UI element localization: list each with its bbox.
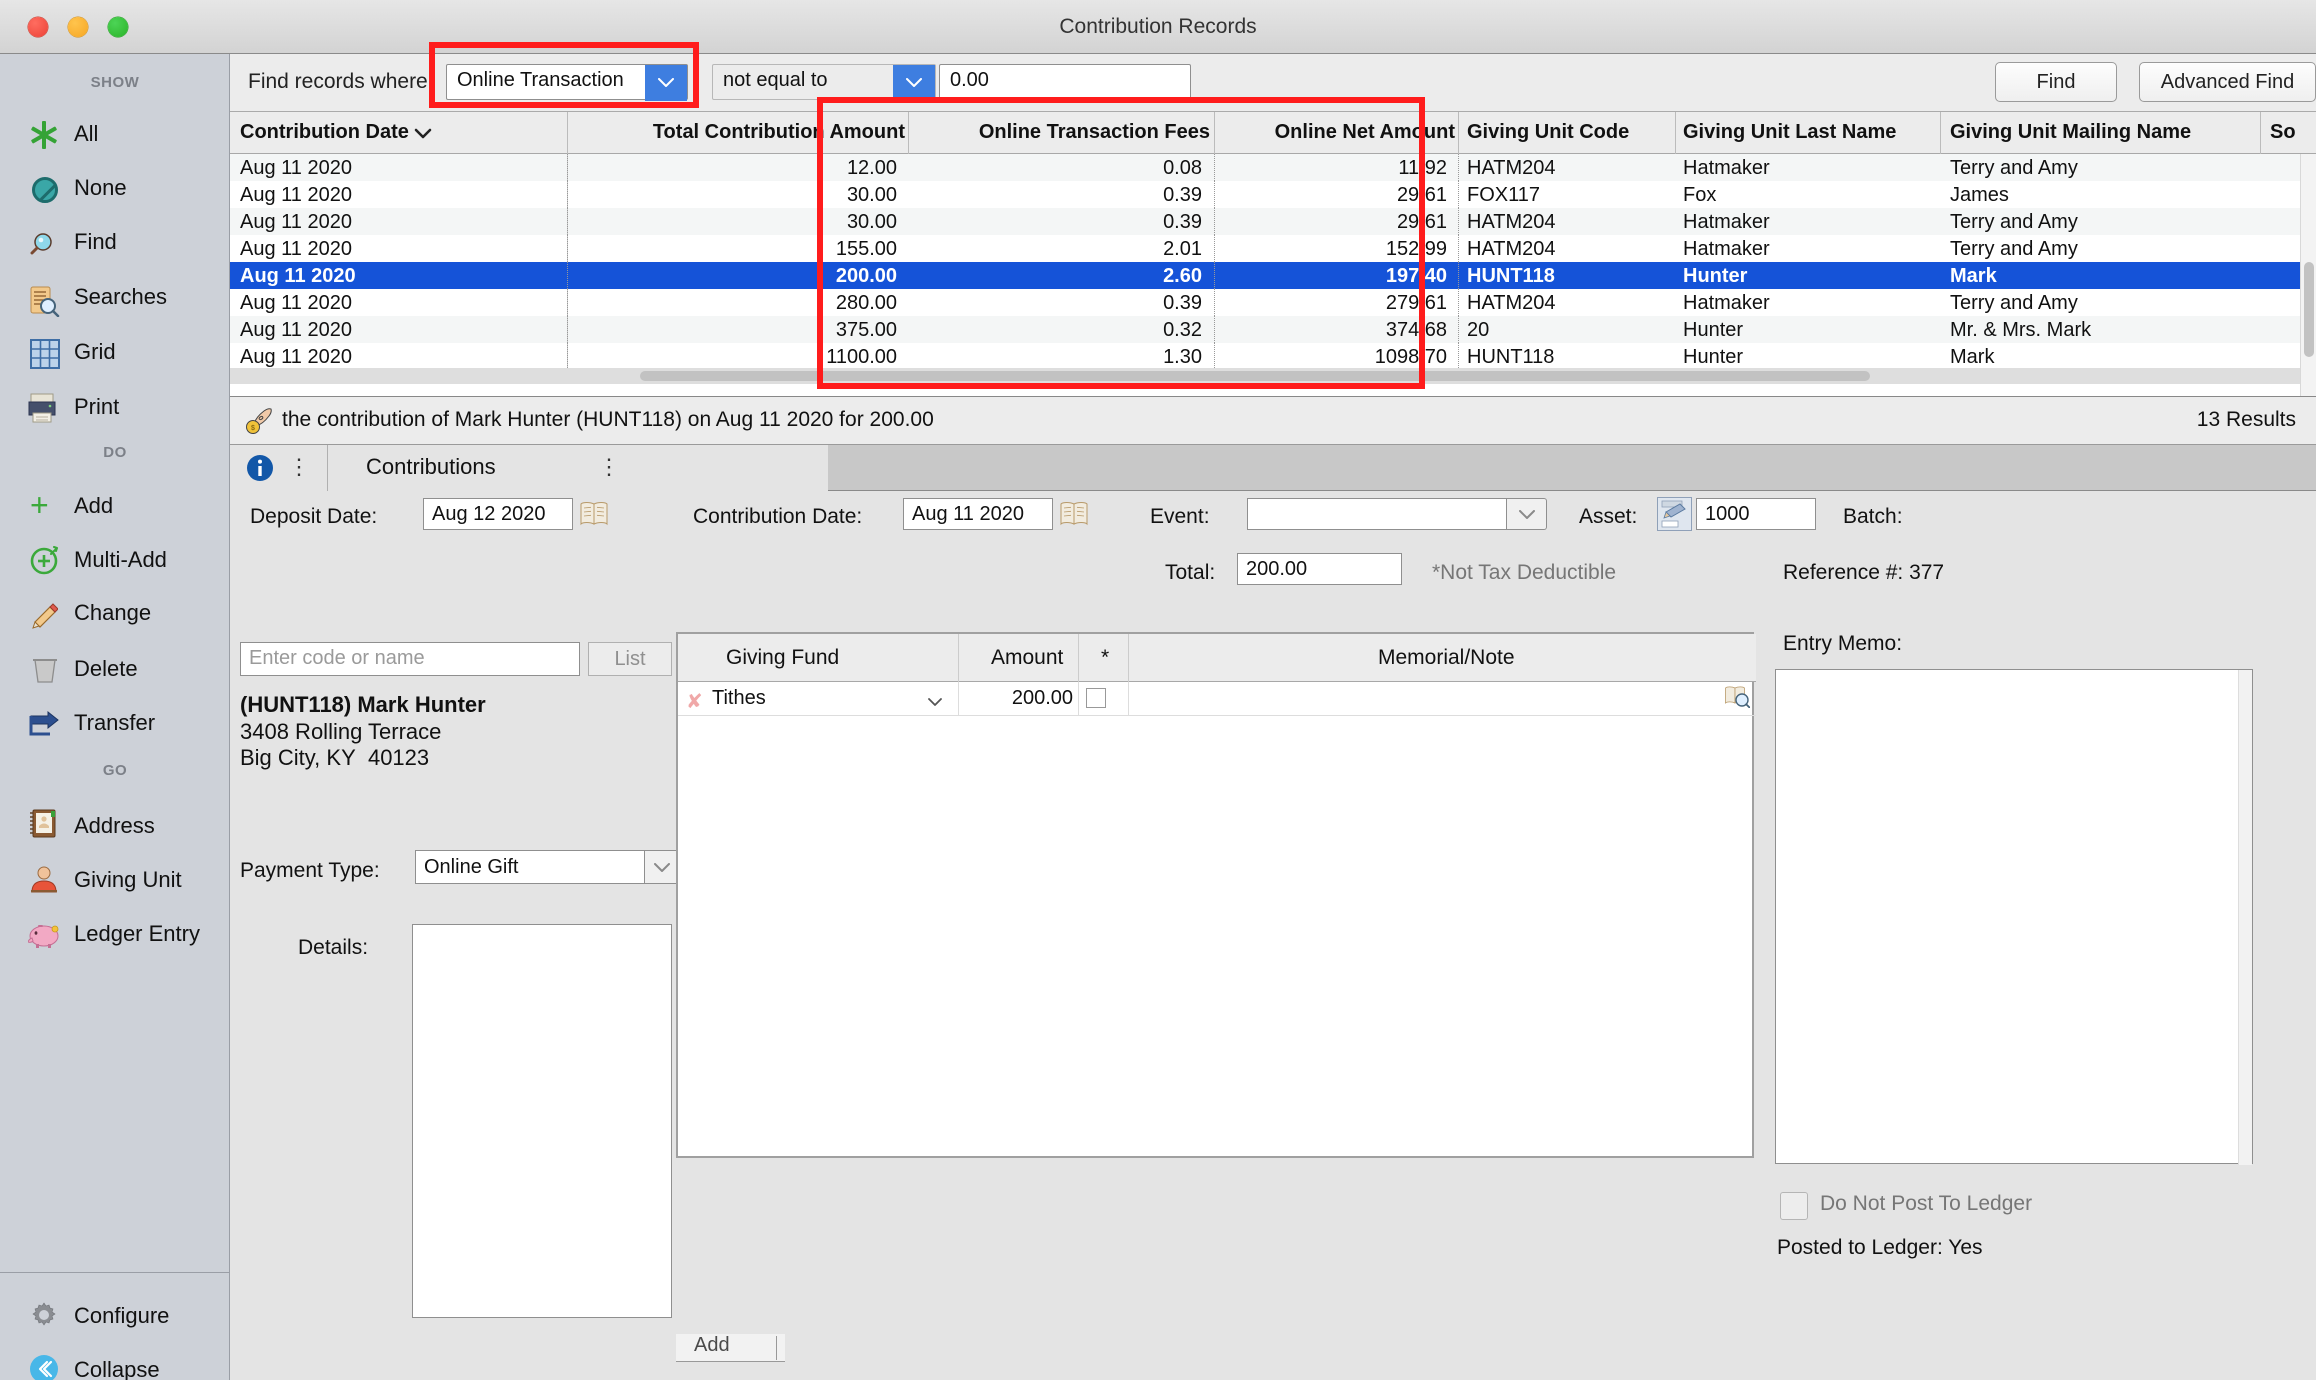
svg-text:$: $ <box>251 425 255 432</box>
